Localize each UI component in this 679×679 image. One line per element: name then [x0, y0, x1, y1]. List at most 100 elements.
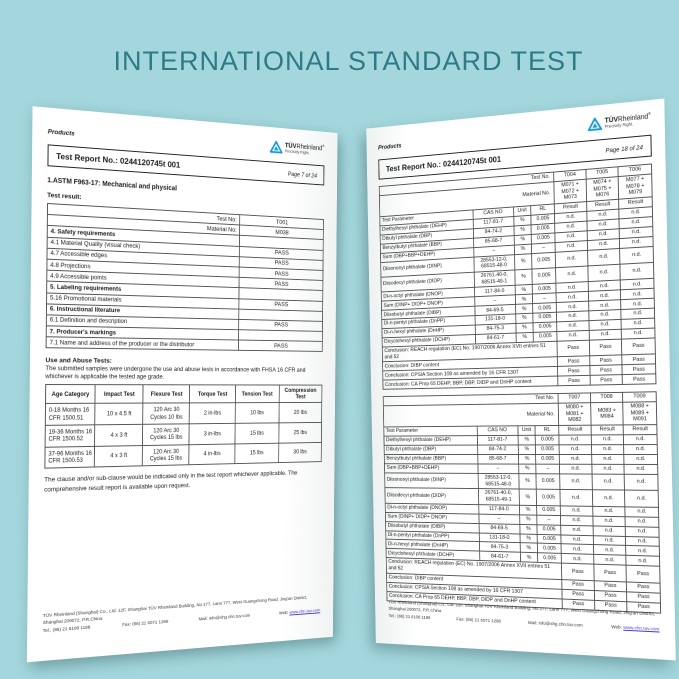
cas-cell: 117-81-7	[477, 435, 518, 446]
footer-web-label: Web:	[278, 610, 289, 616]
torque-cell: 4 in-lbs	[189, 443, 235, 466]
result-cell: n.d.	[587, 247, 621, 266]
cas-cell: 84-74-2	[477, 444, 519, 455]
result-cell: n.d.	[592, 506, 626, 517]
products-label: Products	[378, 142, 402, 152]
table-row: Dibutyl phthalate (DBP) 84-74-2 % 0.005 …	[384, 444, 658, 455]
conclusion-result: Pass	[622, 374, 656, 385]
report-number: Test Report No.: 0244120745t 001	[56, 150, 181, 170]
footer-web-label: Web:	[611, 624, 622, 631]
left-document: Products TÜVRheinland® Precisely Right. …	[26, 106, 338, 663]
result-cell: n.d.	[592, 489, 626, 507]
impact-cell: 4 x 3 ft	[94, 424, 143, 447]
result-cell: n.d.	[559, 464, 592, 474]
tuv-logo: TÜVRheinland® Precisely Right.	[269, 140, 325, 157]
tuv-triangle-icon	[269, 140, 282, 154]
table-row: 37-96 Months 16 CFR 1500.53 4 x 3 ft 120…	[44, 442, 322, 469]
material-no: M074 + M075 + M076	[586, 176, 619, 202]
unit-cell: %	[518, 463, 537, 474]
unit-cell: %	[519, 533, 538, 544]
compression-cell: 20 lbs	[278, 402, 322, 423]
result-cell: n.d.	[555, 249, 588, 268]
unit-cell: %	[518, 489, 537, 506]
flexure-cell: 120 Arc 30 Cycles 10 lbs	[142, 403, 190, 425]
result-cell: n.d.	[591, 434, 624, 445]
conclusion-result: Pass	[626, 565, 661, 583]
row-label: 7.1 Name and address of the producer or …	[46, 337, 239, 351]
footer-tel: Tel.: (86) 21 6108 1188	[388, 613, 431, 621]
parameter-cell: Diisononyl phthalate (DINP)	[384, 472, 479, 489]
column-header: CAS NO	[477, 425, 518, 436]
phthalate-table-1: Test No. T004 T005 T006 Material No. M07…	[379, 163, 657, 390]
tuv-triangle-icon	[587, 117, 602, 132]
unit-cell: %	[518, 473, 537, 490]
tension-cell: 15 lbs	[234, 442, 279, 464]
result-cell: n.d.	[555, 265, 589, 284]
cas-cell: 85-68-7	[477, 454, 519, 464]
flexure-cell: 120 Arc 30 Cycles 15 lbs	[142, 444, 190, 467]
compression-cell: 30 lbs	[278, 442, 322, 463]
unit-cell: %	[519, 524, 538, 534]
footer-fax: Fax: (86) 21 6071 1298	[456, 617, 501, 625]
unit-cell: %	[514, 253, 533, 271]
result-cell: n.d.	[623, 434, 658, 445]
column-header: Tension Test	[235, 385, 280, 404]
main-title: INTERNATIONAL STANDARD TEST	[113, 46, 584, 76]
result-cell: n.d.	[591, 444, 625, 455]
unit-cell: %	[518, 454, 537, 465]
result-cell: n.d.	[624, 464, 658, 475]
conclusion-result: Pass	[557, 375, 591, 386]
result-cell: n.d.	[559, 473, 593, 490]
result-cell: n.d.	[587, 264, 621, 283]
column-header: RL	[535, 425, 560, 436]
torque-cell: 2 in-lbs	[189, 403, 236, 424]
rl-cell: 0.005	[532, 267, 557, 285]
result-cell: n.d.	[559, 435, 592, 445]
conclusion-result: Pass	[589, 374, 623, 386]
result-cell: n.d.	[591, 454, 625, 465]
parameter-cell: Diisodecyl phthalate (DIDP)	[384, 487, 479, 505]
row-value: PASS	[238, 340, 323, 352]
result-cell: n.d.	[624, 474, 659, 491]
phthalate-table-2: Test No. T007 T008 T009 Material No. M08…	[383, 391, 661, 613]
result-cell: n.d.	[559, 444, 592, 455]
footer-mail: Mail: info@shg.chn.tuv.com	[527, 620, 583, 629]
test-result-table: Test No: T001 Material No: M038 4. Safet…	[46, 203, 324, 352]
material-no: M083 + M084	[590, 402, 624, 426]
right-document: Products TÜVRheinland® Precisely Right. …	[366, 98, 676, 661]
unit-cell: %	[519, 505, 538, 515]
unit-cell: %	[519, 552, 539, 563]
parameter-cell: Benzylbutyl phthalate (BBP)	[384, 454, 478, 464]
compression-cell: 25 lbs	[278, 422, 322, 443]
unit-cell: %	[519, 514, 538, 525]
column-header: Impact Test	[95, 385, 144, 404]
rl-cell: 0.005	[531, 251, 556, 270]
age-category-cell: 37-96 Months 16 CFR 1500.53	[44, 446, 95, 469]
column-header: Test Parameter	[383, 426, 478, 437]
test-no: T007	[558, 393, 591, 404]
tension-cell: 10 lbs	[234, 402, 280, 424]
rl-cell: 0.005	[537, 524, 562, 535]
result-cell: n.d.	[624, 490, 659, 508]
footer-web-link: www.chn.tuv.com	[623, 625, 660, 633]
unit-cell: %	[517, 435, 536, 445]
parameter-cell: Sum (DBP+BBP+DEHP)	[384, 463, 478, 474]
conclusion-result: Pass	[557, 340, 590, 358]
column-header: Result	[590, 425, 624, 436]
result-cell: n.d.	[591, 473, 625, 491]
closing-note: The clause and/or sub-clause would be in…	[44, 470, 298, 494]
document-footer: TÜV Rheinland (Shanghai) Co., Ltd. 12F, …	[43, 594, 321, 635]
result-cell: n.d.	[560, 505, 593, 516]
material-no-label: Material No.	[383, 403, 559, 428]
rl-cell: 0.005	[536, 505, 561, 516]
unit-cell: %	[517, 444, 536, 455]
use-abuse-description: The submitted samples were undergone the…	[45, 365, 306, 381]
use-abuse-table: Age Category Impact Test Flexure Test Torqu…	[44, 384, 322, 469]
conclusion-result: Pass	[593, 564, 627, 582]
column-header: Compression Test	[279, 385, 322, 403]
torque-cell: 3 in-lbs	[189, 423, 235, 445]
column-header: Unit	[517, 425, 536, 436]
rl-cell: 0.005	[536, 473, 561, 490]
rl-cell: 0.005	[535, 435, 560, 445]
